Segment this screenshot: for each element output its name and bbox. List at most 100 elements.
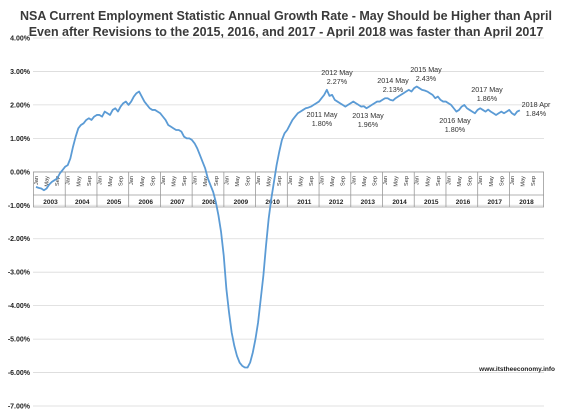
month-tick-label: Jan [66,176,72,185]
month-tick-label: Jan [224,176,230,185]
month-tick-label: May [267,176,273,187]
annotation-label: 2018 Apr [522,100,551,109]
annotation-label: 2011 May [306,110,337,119]
annotation-value: 1.86% [477,94,498,103]
annotation-label: 2015 May [410,65,442,74]
month-tick-label: Sep [372,176,378,186]
month-tick-label: May [235,176,241,187]
month-tick-label: Jan [446,176,452,185]
month-tick-label: Sep [309,176,315,186]
month-tick-label: May [140,176,146,187]
y-tick-label: -7.00% [8,404,31,411]
year-label: 2017 [487,199,502,206]
month-tick-label: Jan [193,176,199,185]
month-tick-label: May [489,176,495,187]
y-tick-label: -1.00% [8,203,31,210]
month-tick-label: Jan [478,176,484,185]
annotation-value: 1.84% [526,109,547,118]
annotation-label: 2016 May [439,116,471,125]
year-label: 2005 [107,199,122,206]
annotation-label: 2013 May [352,111,384,120]
month-tick-label: May [76,176,82,187]
month-tick-label: Jan [129,176,135,185]
month-tick-label: Sep [119,176,125,186]
month-tick-label: May [362,176,368,187]
month-tick-label: Jan [288,176,294,185]
month-tick-label: Sep [246,176,252,186]
year-label: 2004 [75,199,90,206]
month-tick-label: Jan [415,176,421,185]
y-axis-ticks: 4.00% 3.00% 2.00% 1.00% 0.00% -1.00% -2.00% -3.… [8,36,31,411]
month-tick-label: Jan [161,176,167,185]
y-tick-label: 0.00% [10,169,31,176]
y-tick-label: 4.00% [10,36,31,43]
month-tick-label: May [45,176,51,187]
month-tick-label: Jan [383,176,389,185]
year-label: 2008 [202,199,217,206]
annotation-label: 2012 May [321,68,353,77]
year-label: 2006 [138,199,153,206]
annotation-label: 2017 May [471,85,503,94]
year-label: 2018 [519,199,534,206]
year-label: 2014 [392,199,407,206]
month-tick-label: Sep [214,176,220,186]
annotation-value: 1.96% [358,120,379,129]
month-tick-label: Sep [404,176,410,186]
y-tick-label: -6.00% [8,370,31,377]
month-tick-label: Sep [341,176,347,186]
month-tick-label: May [203,176,209,187]
annotation-value: 1.80% [445,125,466,134]
y-tick-label: -4.00% [8,303,31,310]
month-tick-label: Sep [87,176,93,186]
month-tick-label: May [394,176,400,187]
month-tick-label: May [425,176,431,187]
month-tick-label: May [330,176,336,187]
year-label: 2009 [234,199,249,206]
annotation-value: 2.13% [383,85,404,94]
month-tick-label: May [520,176,526,187]
year-label: 2011 [297,199,311,206]
y-tick-label: -3.00% [8,270,31,277]
annotation-label: 2014 May [377,76,409,85]
chart-title-line2: Even after Revisions to the 2015, 2016, … [29,25,544,39]
month-tick-label: Sep [182,176,188,186]
month-tick-label: Jan [351,176,357,185]
month-tick-label: May [108,176,114,187]
month-tick-label: Sep [55,176,61,186]
annotation-value: 1.80% [312,119,333,128]
year-label: 2010 [265,199,280,206]
month-tick-label: May [298,176,304,187]
annotation-value: 2.27% [327,77,348,86]
y-tick-label: 3.00% [10,69,31,76]
month-tick-label: Sep [531,176,537,186]
year-label: 2016 [456,199,471,206]
month-tick-label: Jan [34,176,40,185]
year-label: 2012 [329,199,344,206]
y-tick-label: -5.00% [8,337,31,344]
y-tick-label: 1.00% [10,136,31,143]
year-label: 2003 [43,199,58,206]
month-tick-label: Sep [499,176,505,186]
month-tick-label: Sep [150,176,156,186]
chart-title-line1: NSA Current Employment Statistic Annual … [20,9,552,23]
month-tick-label: Sep [468,176,474,186]
month-tick-label: Sep [277,176,283,186]
annotation-value: 2.43% [416,74,437,83]
x-axis: Jan May Sep 2003 Jan May Sep 2004 Jan May Sep 2005 J… [33,171,544,208]
month-tick-label: May [171,176,177,187]
year-label: 2015 [424,199,439,206]
month-tick-label: Jan [510,176,516,185]
month-tick-label: Jan [97,176,103,185]
month-tick-label: Sep [436,176,442,186]
y-tick-label: -2.00% [8,236,31,243]
year-label: 2007 [170,199,185,206]
series-line [35,85,521,369]
month-tick-label: May [457,176,463,187]
y-tick-label: 2.00% [10,102,31,109]
series-layer [35,85,521,369]
year-label: 2013 [361,199,376,206]
month-tick-label: Jan [256,176,262,185]
